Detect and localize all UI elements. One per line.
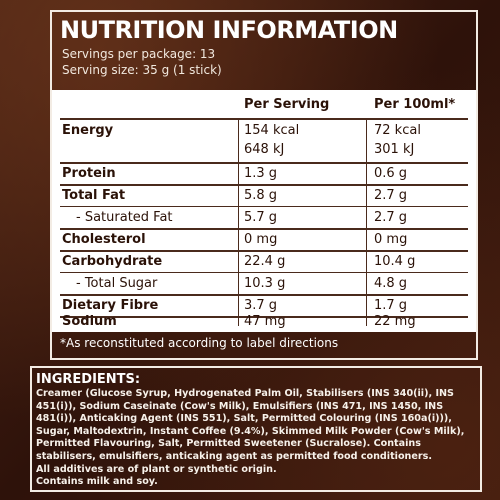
header-per-serving: Per Serving bbox=[244, 97, 330, 112]
ingredients-text: Creamer (Glucose Syrup, Hydrogenated Pal… bbox=[36, 388, 472, 489]
row-per-100ml: 1.7 g bbox=[374, 298, 408, 313]
row-divider bbox=[60, 250, 468, 252]
serving-size: Serving size: 35 g (1 stick) bbox=[62, 63, 222, 77]
row-per-serving: 10.3 g bbox=[244, 276, 286, 291]
allergen-note: Contains milk and soy. bbox=[36, 476, 158, 488]
table-row: Carbohydrate 22.4 g 10.4 g bbox=[52, 253, 476, 271]
table-row: Sodium 47 mg 22 mg bbox=[52, 313, 476, 331]
servings-per-package: Servings per package: 13 bbox=[62, 47, 216, 61]
row-divider bbox=[60, 316, 468, 318]
row-per-serving: 648 kJ bbox=[244, 142, 285, 157]
row-divider bbox=[60, 184, 468, 186]
row-per-serving: 5.8 g bbox=[244, 188, 278, 203]
row-per-serving: 3.7 g bbox=[244, 298, 278, 313]
row-divider bbox=[60, 162, 468, 164]
row-divider bbox=[60, 294, 468, 296]
row-per-100ml: 4.8 g bbox=[374, 276, 408, 291]
nutrition-table: Per Serving Per 100ml* Energy 154 kcal 7… bbox=[52, 90, 476, 332]
row-per-serving: 22.4 g bbox=[244, 254, 286, 269]
table-row: - Saturated Fat 5.7 g 2.7 g bbox=[52, 209, 476, 227]
table-row: Cholesterol 0 mg 0 mg bbox=[52, 231, 476, 249]
row-per-serving: 154 kcal bbox=[244, 123, 300, 138]
row-label: Protein bbox=[62, 166, 116, 181]
row-label: Energy bbox=[62, 123, 114, 138]
ingredients-list: Creamer (Glucose Syrup, Hydrogenated Pal… bbox=[36, 388, 465, 462]
row-per-100ml: 2.7 g bbox=[374, 210, 408, 225]
row-divider bbox=[60, 206, 468, 207]
nutrition-title: NUTRITION INFORMATION bbox=[60, 16, 398, 44]
row-per-serving: 5.7 g bbox=[244, 210, 278, 225]
row-label: - Saturated Fat bbox=[76, 210, 173, 225]
table-row: Protein 1.3 g 0.6 g bbox=[52, 165, 476, 183]
table-header: Per Serving Per 100ml* bbox=[52, 96, 476, 114]
row-label: Cholesterol bbox=[62, 232, 146, 247]
row-divider bbox=[60, 228, 468, 230]
row-per-100ml: 0 mg bbox=[374, 232, 408, 247]
row-per-100ml: 22 mg bbox=[374, 314, 416, 329]
row-per-100ml: 2.7 g bbox=[374, 188, 408, 203]
nutrition-panel-border bbox=[50, 10, 478, 360]
row-label: Dietary Fibre bbox=[62, 298, 159, 313]
table-row: - Total Sugar 10.3 g 4.8 g bbox=[52, 275, 476, 293]
row-per-100ml: 10.4 g bbox=[374, 254, 416, 269]
row-per-serving: 0 mg bbox=[244, 232, 278, 247]
header-per-100ml: Per 100ml* bbox=[374, 97, 456, 112]
row-label: - Total Sugar bbox=[76, 276, 158, 291]
row-label: Sodium bbox=[62, 314, 117, 329]
table-row: Total Fat 5.8 g 2.7 g bbox=[52, 187, 476, 205]
row-per-100ml: 0.6 g bbox=[374, 166, 408, 181]
column-divider bbox=[366, 118, 367, 326]
column-divider bbox=[238, 118, 239, 326]
additives-note: All additives are of plant or synthetic … bbox=[36, 463, 277, 475]
ingredients-box bbox=[30, 366, 482, 492]
footnote: *As reconstituted according to label dir… bbox=[60, 336, 339, 350]
row-per-100ml: 301 kJ bbox=[374, 142, 415, 157]
table-row: Dietary Fibre 3.7 g 1.7 g bbox=[52, 297, 476, 315]
table-row: 648 kJ 301 kJ bbox=[52, 141, 476, 159]
row-per-serving: 47 mg bbox=[244, 314, 286, 329]
table-row: Energy 154 kcal 72 kcal bbox=[52, 122, 476, 140]
row-divider bbox=[60, 272, 468, 273]
row-label: Total Fat bbox=[62, 188, 126, 203]
header-divider bbox=[60, 118, 468, 120]
row-per-100ml: 72 kcal bbox=[374, 123, 421, 138]
ingredients-title: INGREDIENTS: bbox=[36, 372, 141, 387]
row-label: Carbohydrate bbox=[62, 254, 163, 269]
row-per-serving: 1.3 g bbox=[244, 166, 278, 181]
